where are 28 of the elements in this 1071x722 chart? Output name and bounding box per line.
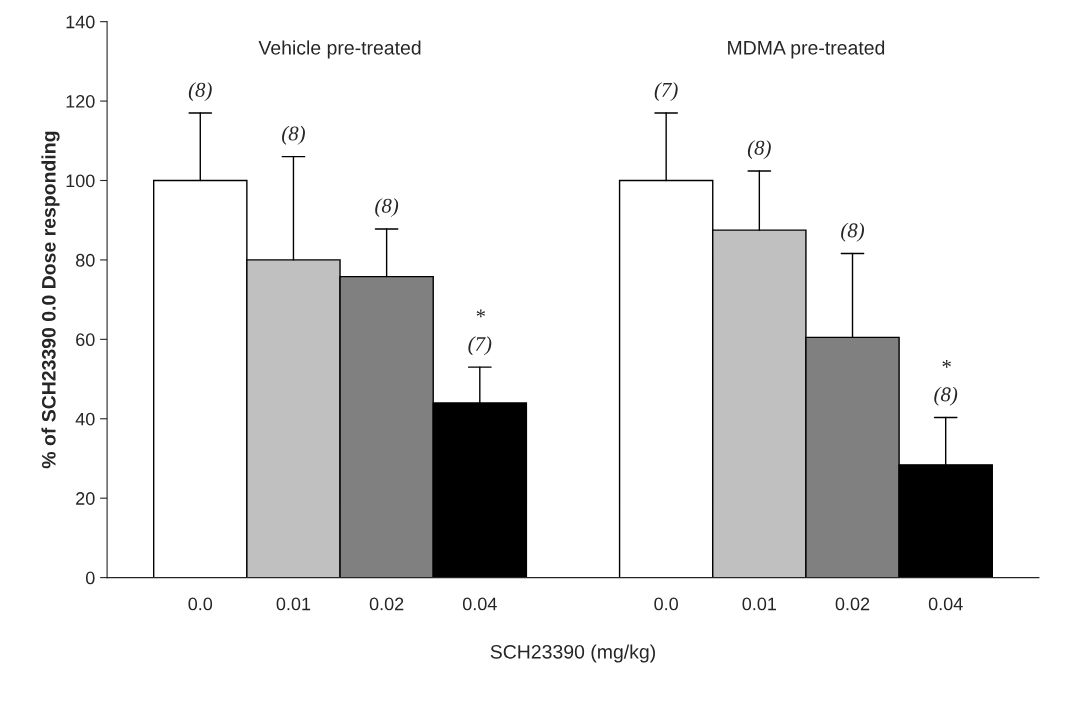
annotation: (8) <box>747 140 771 160</box>
x-tick-label: 0.01 <box>276 597 311 611</box>
annotation: MDMA pre-treated <box>728 40 885 59</box>
y-tick-label: 80 <box>76 253 95 267</box>
annotation: (8) <box>841 222 865 242</box>
annotation: (8) <box>188 82 212 102</box>
x-tick-label: 0.01 <box>742 597 777 611</box>
y-axis-title: % of SCH23390 0.0 Dose responding <box>41 131 60 469</box>
x-tick-label: 0.02 <box>369 597 404 611</box>
x-axis-title: SCH23390 (mg/kg) <box>490 644 655 663</box>
annotation: Vehicle pre-treated <box>258 40 421 59</box>
annotation: * (8) <box>934 360 958 406</box>
y-tick-label: 60 <box>76 333 95 347</box>
annotation: * (7) <box>468 309 492 356</box>
x-tick-label: 0.0 <box>654 597 679 611</box>
y-tick-label: 20 <box>76 492 95 505</box>
y-tick-label: 0 <box>85 571 95 585</box>
annotation: (7) <box>654 82 678 102</box>
x-tick-label: 0.04 <box>462 597 497 611</box>
annotation: (8) <box>375 198 399 218</box>
x-tick-label: 0.0 <box>188 597 213 611</box>
y-tick-label: 120 <box>66 95 95 108</box>
y-tick-label: 100 <box>66 174 95 188</box>
annotation: (8) <box>282 125 305 145</box>
y-tick-label: 40 <box>75 412 95 426</box>
x-tick-label: 0.04 <box>928 597 963 611</box>
y-tick-label: 140 <box>66 15 95 29</box>
x-tick-label: 0.02 <box>835 597 870 611</box>
